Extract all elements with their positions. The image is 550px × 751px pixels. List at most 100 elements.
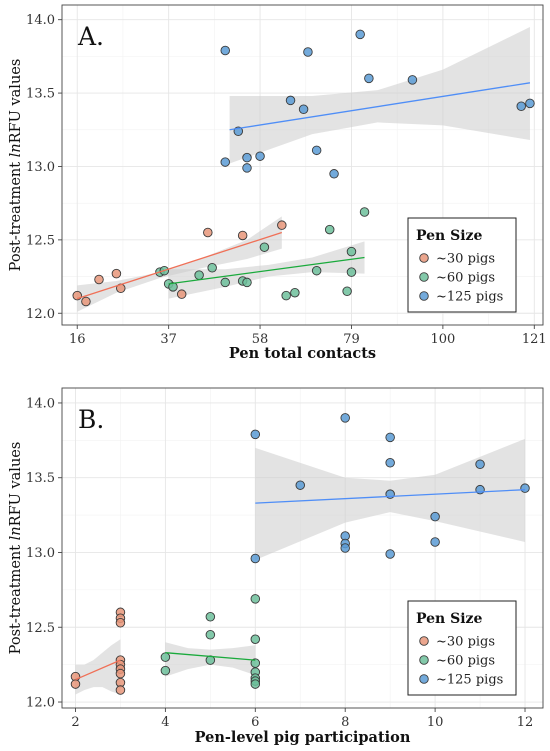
data-point-series-1 <box>281 290 291 301</box>
data-point-series-2 <box>340 413 350 423</box>
data-point-series-0 <box>115 618 126 628</box>
data-point-series-2 <box>385 432 395 443</box>
trend-line-0 <box>77 231 283 300</box>
plot-content <box>72 27 535 312</box>
data-point-series-2 <box>340 543 350 553</box>
data-point-series-0 <box>94 274 104 285</box>
trend-line-0 <box>75 659 121 681</box>
data-point-series-1 <box>290 287 300 298</box>
legend-entry-1: ~60 pigs <box>436 271 495 286</box>
data-point-series-2 <box>525 98 535 109</box>
plot-content <box>70 413 530 695</box>
y-axis-title: Post-treatment lnRFU values <box>8 442 24 655</box>
x-axis-title: Pen total contacts <box>229 345 376 362</box>
data-point-series-2 <box>250 429 261 440</box>
data-point-series-2 <box>475 459 485 470</box>
y-tick-label: 14.0 <box>26 396 55 411</box>
data-point-series-1 <box>205 629 216 640</box>
data-point-series-2 <box>255 151 265 161</box>
confidence-band-1 <box>168 241 365 299</box>
data-point-series-2 <box>298 104 309 114</box>
data-point-series-2 <box>220 45 230 56</box>
data-point-series-2 <box>303 47 313 57</box>
y-tick-label: 13.0 <box>26 546 55 561</box>
confidence-band-0 <box>77 216 282 312</box>
data-point-series-2 <box>242 163 252 173</box>
x-tick-label: 37 <box>160 332 177 347</box>
panel-label: A. <box>77 22 104 51</box>
legend-swatch-2 <box>419 674 429 684</box>
data-point-series-2 <box>520 483 530 493</box>
data-point-series-0 <box>277 220 287 230</box>
data-point-series-0 <box>237 230 248 241</box>
legend-title: Pen Size <box>416 611 482 627</box>
x-axis-title: Pen-level pig participation <box>195 729 411 746</box>
y-tick-label: 13.5 <box>26 87 55 102</box>
panel-b: B. 2 4 6 8 10 12 12.0 12.5 13.0 13.5 14.0 Pen-level … <box>8 387 544 746</box>
legend-entry-0: ~30 pigs <box>436 635 495 650</box>
y-axis-title: Post-treatment lnRFU values <box>8 59 24 272</box>
y-axis-title-ln: ln <box>8 143 24 157</box>
confidence-band-0 <box>75 639 121 695</box>
confidence-band-2 <box>255 438 526 560</box>
legend-swatch-1 <box>419 655 429 665</box>
trend-line-2 <box>255 489 526 504</box>
legend-entry-1: ~60 pigs <box>436 654 495 669</box>
y-axis-title-prefix: Post-treatment <box>8 540 24 654</box>
data-point-series-2 <box>355 29 365 40</box>
plot-border <box>61 4 544 326</box>
legend-entry-2: ~125 pigs <box>436 673 503 688</box>
y-tick-label: 12.0 <box>26 307 55 322</box>
x-tick-label: 12 <box>517 715 534 730</box>
data-point-series-0 <box>115 668 126 679</box>
data-point-series-1 <box>359 207 370 217</box>
y-tick-label: 12.5 <box>26 233 55 248</box>
data-point-series-1 <box>220 277 230 288</box>
data-point-series-2 <box>364 73 374 84</box>
panel-label: B. <box>78 405 104 434</box>
x-tick-label: 10 <box>427 715 444 730</box>
trend-line-1 <box>165 652 256 661</box>
data-point-series-2 <box>250 553 261 564</box>
x-tick-label: 58 <box>252 332 269 347</box>
y-tick-label: 12.0 <box>26 696 55 711</box>
data-point-series-0 <box>176 289 187 299</box>
data-point-series-1 <box>242 277 252 288</box>
panel-a: A. 16 37 58 79 100 121 12.0 12.5 13.0 13.5 14.0 Pen … <box>8 4 547 362</box>
legend-entry-2: ~125 pigs <box>436 290 503 305</box>
y-tick-label: 13.0 <box>26 160 55 175</box>
legend-swatch-2 <box>419 291 429 301</box>
y-tick-label: 12.5 <box>26 621 55 636</box>
x-tick-label: 2 <box>71 715 79 730</box>
confidence-band-2 <box>229 27 530 164</box>
data-point-series-1 <box>346 246 357 257</box>
data-point-series-1 <box>342 286 352 296</box>
data-point-series-0 <box>111 268 122 279</box>
data-point-series-2 <box>285 95 296 106</box>
legend-swatch-1 <box>419 272 429 282</box>
data-point-series-2 <box>430 537 440 547</box>
data-point-series-1 <box>311 265 322 276</box>
y-tick-label: 13.5 <box>26 471 55 486</box>
x-tick-label: 4 <box>161 715 169 730</box>
legend-title: Pen Size <box>416 228 482 244</box>
data-point-series-2 <box>430 511 440 522</box>
y-axis-title-prefix: Post-treatment <box>8 157 24 271</box>
data-point-series-1 <box>324 224 335 235</box>
data-point-series-2 <box>220 157 230 167</box>
data-point-series-1 <box>250 634 261 644</box>
data-point-series-0 <box>72 290 82 301</box>
data-point-series-2 <box>407 75 418 85</box>
data-point-series-1 <box>160 652 171 662</box>
data-point-series-1 <box>168 282 178 292</box>
legend-entry-0: ~30 pigs <box>436 252 495 267</box>
data-point-series-2 <box>295 480 306 490</box>
x-tick-label: 79 <box>343 332 360 347</box>
x-tick-label: 100 <box>430 332 455 347</box>
x-tick-label: 8 <box>341 715 349 730</box>
data-point-series-1 <box>250 594 261 604</box>
data-point-series-0 <box>70 679 81 689</box>
data-point-series-2 <box>329 169 339 179</box>
plot-border <box>61 387 544 709</box>
